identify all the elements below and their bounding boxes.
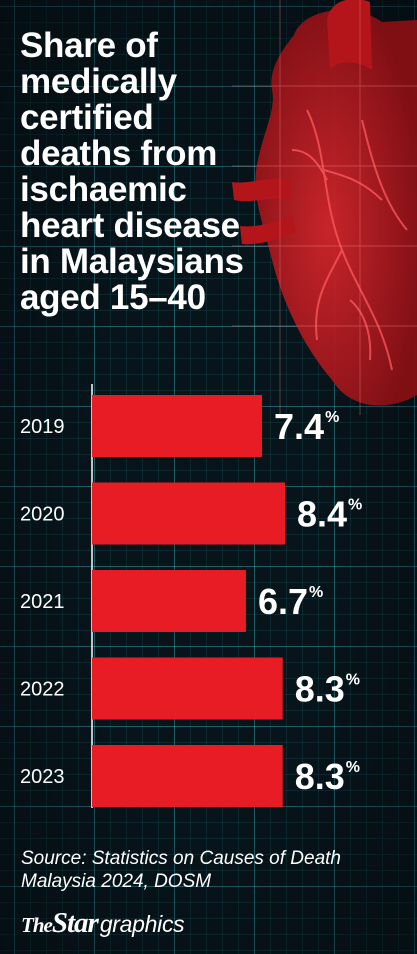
value-label-2022: 8.3	[295, 669, 345, 710]
value-label-2019: 7.4	[274, 406, 324, 447]
category-label-2020: 2020	[20, 504, 65, 526]
thestar-graphics-logo: The Star graphics	[21, 907, 185, 943]
source-note: Source: Statistics on Causes of Death Ma…	[21, 848, 341, 892]
value-label-2020: 8.4	[297, 494, 347, 535]
category-label-2023: 2023	[20, 766, 65, 788]
category-label-2019: 2019	[20, 416, 65, 438]
value-unit-2019: %	[325, 409, 339, 426]
bar-2021	[92, 570, 246, 632]
category-label-2022: 2022	[20, 679, 65, 701]
value-unit-2020: %	[348, 497, 362, 514]
value-unit-2023: %	[346, 759, 360, 776]
value-unit-2021: %	[309, 584, 323, 601]
value-label-2023: 8.3	[295, 756, 345, 797]
value-label-2021: 6.7	[258, 581, 308, 622]
logo-star-text: Star	[51, 907, 99, 939]
bar-2022	[92, 657, 283, 720]
chart-title: Share of medically certified deaths from…	[20, 26, 244, 317]
bar-2019	[92, 395, 263, 457]
logo-the-text: The	[21, 913, 53, 937]
bar-chart: 2019 7.4 % 2020 8.4 % 2021 6.7 % 2022 8.3 % 2023 8.3%	[20, 384, 362, 808]
value-unit-2022: %	[346, 672, 360, 689]
logo-graphics-text: graphics	[99, 911, 185, 937]
category-label-2021: 2021	[20, 591, 65, 613]
bar-2023	[92, 745, 283, 807]
heart-illustration-icon	[232, 0, 417, 415]
bar-2020	[92, 482, 285, 545]
bars-layer: 2019 7.4 % 2020 8.4 % 2021 6.7 % 2022 8.3 % 2023 8.3%	[20, 395, 362, 807]
